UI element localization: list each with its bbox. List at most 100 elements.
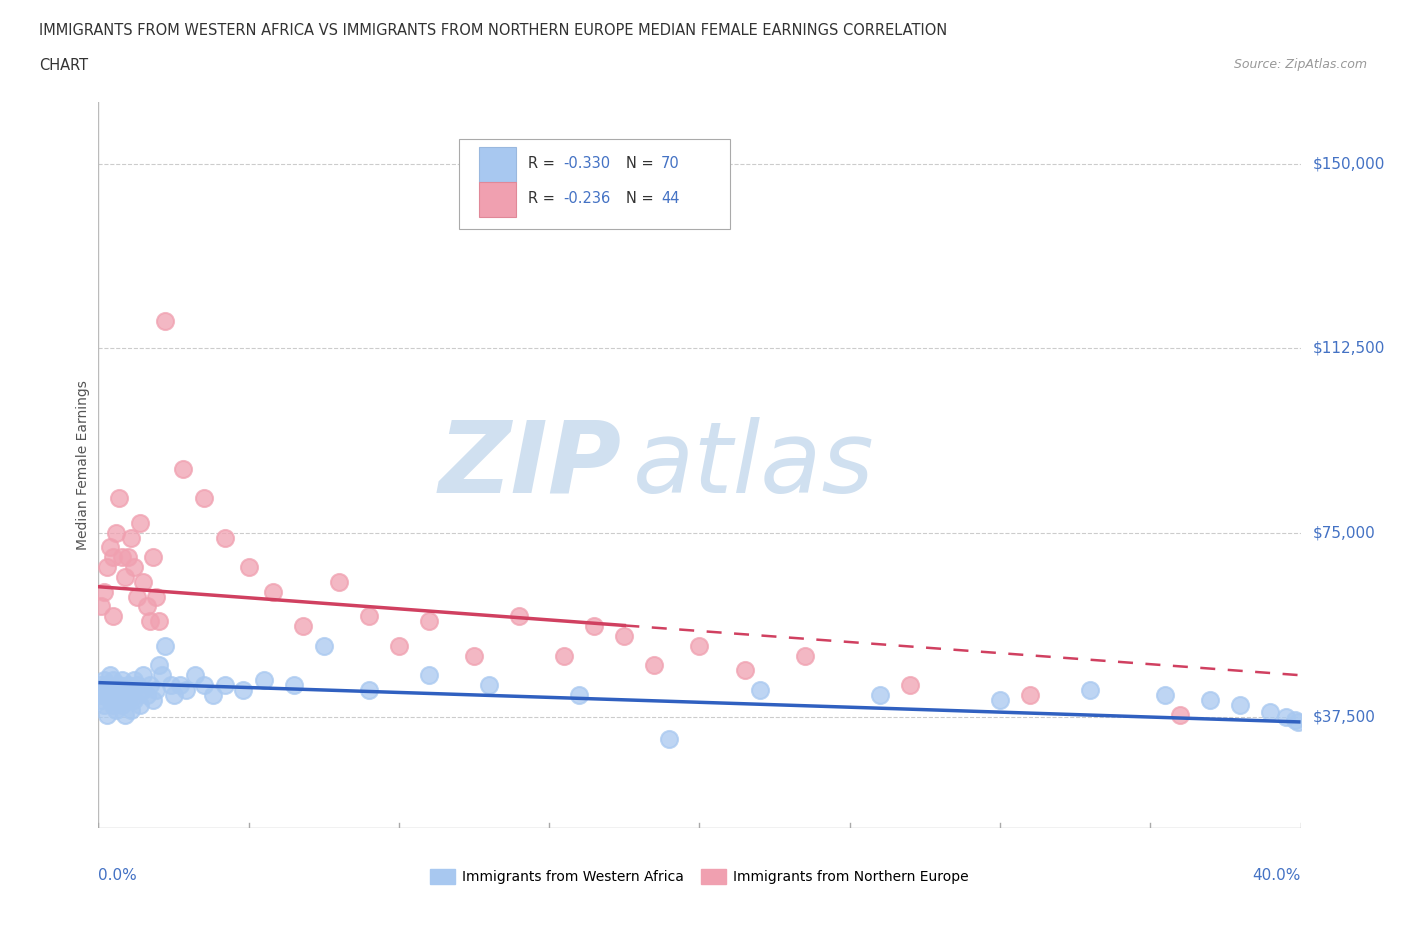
- Point: [111, 698, 134, 712]
- Text: atlas: atlas: [633, 417, 875, 513]
- Point: [1286, 714, 1309, 729]
- Point: [117, 678, 139, 693]
- Bar: [479, 182, 516, 217]
- Point: [148, 658, 170, 672]
- Point: [172, 461, 194, 476]
- Point: [135, 687, 157, 702]
- Point: [214, 678, 236, 693]
- Point: [111, 672, 134, 687]
- Text: CHART: CHART: [39, 58, 89, 73]
- Point: [388, 638, 411, 653]
- Point: [869, 687, 891, 702]
- Point: [93, 584, 115, 599]
- Text: -0.330: -0.330: [564, 156, 610, 171]
- Point: [262, 584, 284, 599]
- Point: [174, 683, 197, 698]
- Point: [103, 550, 125, 565]
- Point: [114, 687, 136, 702]
- Point: [291, 618, 314, 633]
- Point: [129, 698, 152, 712]
- Point: [111, 550, 134, 565]
- Point: [145, 683, 167, 698]
- Point: [1170, 707, 1192, 722]
- Point: [193, 491, 215, 506]
- Point: [159, 678, 181, 693]
- Point: [1260, 705, 1282, 720]
- Y-axis label: Median Female Earnings: Median Female Earnings: [76, 380, 90, 550]
- Bar: [479, 147, 516, 182]
- Point: [169, 678, 191, 693]
- Point: [1199, 693, 1222, 708]
- Text: N =: N =: [626, 156, 654, 171]
- Point: [105, 525, 128, 540]
- Point: [127, 678, 149, 693]
- Point: [232, 683, 254, 698]
- Point: [93, 683, 115, 698]
- Point: [1284, 712, 1306, 727]
- Point: [418, 614, 440, 629]
- Point: [117, 693, 139, 708]
- Text: R =: R =: [527, 156, 554, 171]
- Text: $112,500: $112,500: [1313, 340, 1385, 355]
- Point: [129, 515, 152, 530]
- Point: [124, 672, 146, 687]
- Legend: Immigrants from Western Africa, Immigrants from Northern Europe: Immigrants from Western Africa, Immigran…: [425, 864, 974, 890]
- Point: [90, 678, 112, 693]
- Point: [114, 707, 136, 722]
- Point: [124, 560, 146, 575]
- Point: [162, 687, 184, 702]
- Text: 70: 70: [661, 156, 679, 171]
- Text: -0.236: -0.236: [564, 192, 610, 206]
- Point: [1229, 698, 1251, 712]
- Text: IMMIGRANTS FROM WESTERN AFRICA VS IMMIGRANTS FROM NORTHERN EUROPE MEDIAN FEMALE : IMMIGRANTS FROM WESTERN AFRICA VS IMMIGR…: [39, 23, 948, 38]
- Point: [357, 683, 380, 698]
- Text: Source: ZipAtlas.com: Source: ZipAtlas.com: [1233, 58, 1367, 71]
- Point: [108, 693, 131, 708]
- Point: [124, 693, 146, 708]
- Point: [132, 668, 155, 683]
- Point: [328, 575, 350, 590]
- Point: [121, 683, 143, 698]
- Point: [93, 672, 115, 687]
- Point: [748, 683, 770, 698]
- Point: [553, 648, 575, 663]
- Point: [643, 658, 665, 672]
- Point: [183, 668, 205, 683]
- Text: $150,000: $150,000: [1313, 156, 1385, 171]
- Point: [153, 638, 176, 653]
- Text: 44: 44: [661, 192, 679, 206]
- Point: [90, 693, 112, 708]
- Point: [898, 678, 921, 693]
- Point: [93, 698, 115, 712]
- Point: [508, 609, 530, 624]
- Point: [90, 599, 112, 614]
- Point: [238, 560, 260, 575]
- Point: [100, 693, 122, 708]
- Point: [117, 550, 139, 565]
- Text: $37,500: $37,500: [1313, 710, 1375, 724]
- Point: [100, 668, 122, 683]
- Point: [138, 614, 160, 629]
- Point: [103, 672, 125, 687]
- Point: [103, 698, 125, 712]
- Point: [201, 687, 224, 702]
- Point: [121, 530, 143, 545]
- Point: [138, 678, 160, 693]
- Point: [108, 491, 131, 506]
- Point: [141, 693, 163, 708]
- Point: [283, 678, 305, 693]
- Point: [108, 678, 131, 693]
- Text: 40.0%: 40.0%: [1253, 868, 1301, 883]
- Point: [108, 683, 131, 698]
- Point: [114, 569, 136, 584]
- Point: [105, 687, 128, 702]
- Point: [90, 687, 112, 702]
- Point: [153, 313, 176, 328]
- Text: R =: R =: [527, 192, 554, 206]
- Point: [793, 648, 815, 663]
- Point: [312, 638, 335, 653]
- Point: [988, 693, 1011, 708]
- Point: [148, 614, 170, 629]
- Point: [96, 560, 118, 575]
- Point: [127, 687, 149, 702]
